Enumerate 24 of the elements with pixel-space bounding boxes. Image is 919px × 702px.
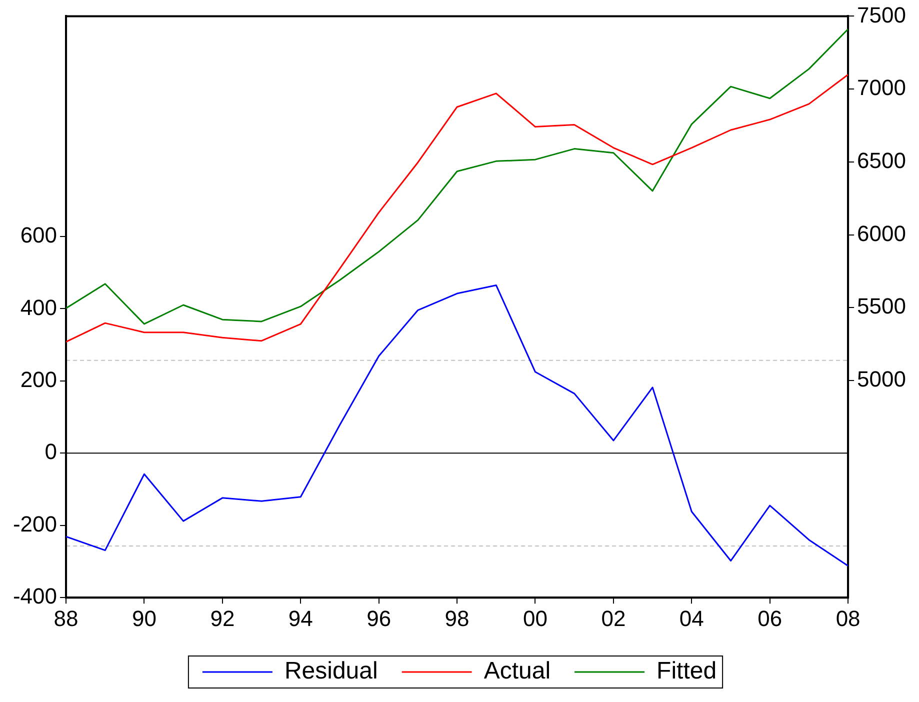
x-tick-label: 04 xyxy=(679,606,704,631)
y2-tick-label: 7000 xyxy=(857,75,906,100)
y-tick-label: 0 xyxy=(44,439,58,464)
legend-label: Residual xyxy=(284,658,378,685)
y-tick-label: 400 xyxy=(20,294,58,320)
x-tick-label: 96 xyxy=(366,606,392,631)
y2-tick-label: 6500 xyxy=(857,148,906,173)
y2-tick-label: 5000 xyxy=(857,366,906,392)
x-tick-label: 94 xyxy=(288,606,313,631)
y-tick-label: 600 xyxy=(20,222,58,248)
y-tick-label: 200 xyxy=(20,366,58,392)
y-tick-label: -200 xyxy=(12,511,58,536)
y2-tick-label: 5500 xyxy=(857,294,906,319)
x-tick-label: 08 xyxy=(836,606,860,631)
legend-label: Fitted xyxy=(656,658,717,685)
y2-tick-label: 6000 xyxy=(857,220,906,246)
x-tick-label: 90 xyxy=(132,606,156,631)
x-tick-label: 00 xyxy=(523,606,548,631)
y2-tick-label: 7500 xyxy=(857,2,906,28)
x-tick-label: 02 xyxy=(601,606,626,631)
x-tick-label: 06 xyxy=(758,606,782,631)
x-tick-label: 98 xyxy=(444,606,470,631)
legend-label: Actual xyxy=(484,658,551,685)
x-tick-label: 92 xyxy=(210,606,235,631)
